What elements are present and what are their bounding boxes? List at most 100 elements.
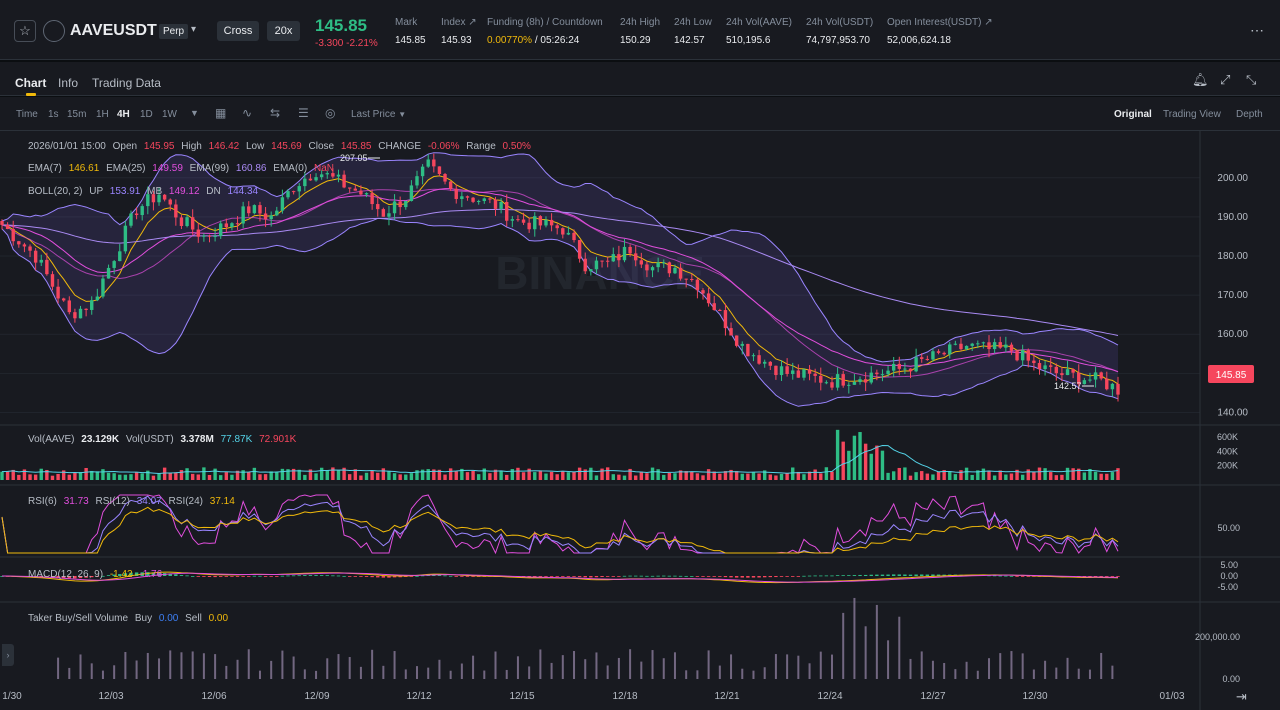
macd-hist-bar	[84, 576, 88, 578]
volume-bar	[84, 467, 88, 480]
view-depth[interactable]: Depth	[1236, 109, 1263, 120]
vol-ma2-value: 72.901K	[259, 434, 297, 445]
volume-bar	[207, 475, 212, 480]
candle-body	[791, 370, 795, 374]
expand-icon[interactable]: ⤢	[1220, 72, 1231, 87]
oi-link-icon[interactable]: ↗	[984, 17, 993, 28]
candle-body	[1077, 372, 1081, 385]
interval-4h[interactable]: 4H	[117, 109, 130, 120]
volume-bar	[533, 472, 537, 480]
bollinger-mid-line	[1, 188, 1119, 378]
volume-bar	[443, 474, 447, 480]
favorite-star-icon[interactable]: ☆	[14, 20, 36, 42]
volume-bar	[611, 474, 615, 480]
price-tick-label: 200.00	[1217, 173, 1248, 184]
open-interest-stat[interactable]: Open Interest(USDT) ↗ 52,006,624.18	[887, 17, 993, 46]
close-label: Close	[309, 141, 335, 152]
rsi6-line	[1, 494, 1119, 555]
macd-hist-bar	[869, 574, 873, 576]
candle-body	[190, 217, 195, 230]
range-value: 0.50%	[503, 141, 531, 152]
candle-body	[280, 197, 285, 211]
macd-hist-bar	[544, 576, 548, 577]
taker-bar	[191, 651, 194, 679]
tab-chart[interactable]: Chart	[15, 76, 47, 90]
macd-hist-bar	[297, 575, 301, 577]
interval-1s[interactable]: 1s	[48, 109, 59, 120]
macd-hist-bar	[381, 576, 386, 578]
candle-body	[140, 206, 144, 216]
sidebar-expand-chevron-icon[interactable]: ›	[2, 644, 14, 666]
tab-info[interactable]: Info	[58, 76, 79, 90]
candle-body	[729, 328, 733, 336]
volume-bar	[432, 469, 436, 480]
macd-hist-bar	[314, 575, 318, 576]
volume-bar	[1082, 472, 1087, 480]
volume-bar	[729, 469, 733, 480]
time-label[interactable]: Time	[16, 109, 38, 120]
volume-bar	[886, 472, 890, 480]
interval-1w[interactable]: 1W	[162, 109, 177, 120]
target-icon[interactable]: ◎	[325, 106, 336, 120]
alert-bell-icon[interactable]: 🔔︎	[1192, 72, 1209, 87]
candlestick-chart[interactable]: BINANCE 200.00190.00180.00170.00160.0015…	[0, 131, 1280, 710]
rsi-tick-label: 50.00	[1217, 523, 1240, 533]
taker-bar	[214, 654, 217, 679]
volume-bar	[398, 474, 402, 480]
volume-bar	[454, 471, 458, 480]
compare-icon[interactable]: ⇆	[270, 106, 281, 120]
macd-hist-bar	[308, 575, 313, 576]
macd-hist-bar	[852, 575, 857, 576]
macd-hist-bar	[50, 576, 55, 578]
open-label: Open	[113, 141, 137, 152]
candle-body	[1020, 350, 1025, 361]
macd-hist-bar	[768, 576, 773, 578]
interval-15m[interactable]: 15m	[67, 109, 87, 120]
macd-hist-bar	[179, 575, 184, 576]
margin-mode-button[interactable]: Cross	[217, 21, 259, 41]
candle-body	[387, 213, 391, 217]
candle-body	[168, 199, 172, 205]
macd-hist-bar	[196, 576, 200, 577]
fullscreen-icon[interactable]: ⤡	[1246, 72, 1257, 87]
view-original[interactable]: Original	[1114, 109, 1152, 120]
taker-bar	[281, 650, 284, 679]
candle-body	[684, 278, 688, 280]
candle-body	[796, 370, 801, 378]
view-trading-view[interactable]: Trading View	[1163, 109, 1221, 120]
volume-bar	[757, 473, 761, 480]
symbol-name[interactable]: AAVEUSDT	[70, 22, 157, 39]
interval-more-chevron-down-icon[interactable]: ▼	[190, 108, 199, 118]
external-link-icon[interactable]: ↗	[468, 17, 477, 28]
candle-body	[880, 374, 885, 376]
leverage-button[interactable]: 20x	[267, 21, 300, 41]
symbol-dropdown-chevron-icon[interactable]: ▾	[191, 24, 197, 35]
candle-body	[807, 369, 812, 374]
tab-trading-data[interactable]: Trading Data	[92, 76, 161, 90]
candle-body	[73, 312, 77, 319]
interval-1d[interactable]: 1D	[140, 109, 153, 120]
taker-bar	[427, 667, 430, 679]
volume-bar	[364, 472, 369, 480]
candle-body	[746, 343, 750, 357]
price-source-select[interactable]: Last Price ▼	[351, 109, 406, 120]
volume-bar	[970, 474, 974, 480]
interval-1h[interactable]: 1H	[96, 109, 109, 120]
settings-list-icon[interactable]: ☰	[298, 106, 309, 120]
candle-body	[1032, 360, 1036, 364]
volume-bar	[1049, 472, 1053, 480]
taker-bar	[438, 659, 441, 679]
candle-body	[555, 225, 559, 229]
taker-bar	[472, 655, 475, 679]
macd-hist-bar	[673, 575, 677, 577]
scroll-to-latest-icon[interactable]: ⇥	[1236, 690, 1247, 705]
candle-body	[1110, 383, 1115, 390]
contract-type-badge: Perp	[159, 24, 189, 39]
more-icon[interactable]: ⋯	[1250, 22, 1265, 38]
vol-ma1-value: 77.87K	[221, 434, 253, 445]
calendar-icon[interactable]: ▦	[215, 106, 227, 120]
macd-hist-bar	[1088, 576, 1092, 577]
index-price-stat[interactable]: Index ↗ 145.93	[441, 17, 477, 46]
candle-body	[95, 296, 100, 301]
indicator-icon[interactable]: ∿	[242, 106, 253, 120]
